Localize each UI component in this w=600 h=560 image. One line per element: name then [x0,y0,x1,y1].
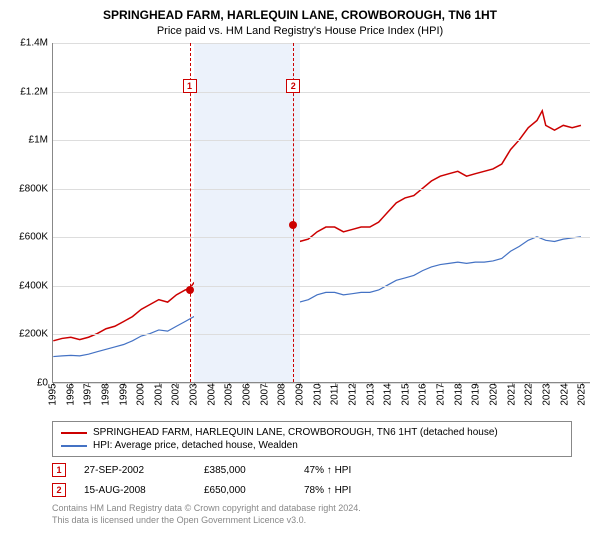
x-axis-label: 2025 [577,383,588,405]
footnote-date: 27-SEP-2002 [84,465,204,476]
x-axis-label: 2006 [242,383,253,405]
attribution-line: Contains HM Land Registry data © Crown c… [52,503,590,515]
x-axis-label: 2004 [206,383,217,405]
x-axis-label: 2000 [136,383,147,405]
x-axis-label: 2005 [224,383,235,405]
x-axis-label: 2023 [541,383,552,405]
legend-item: HPI: Average price, detached house, Weal… [61,439,563,452]
gridline [53,43,590,44]
legend-label: HPI: Average price, detached house, Weal… [93,440,298,451]
footnote-hpi: 47% ↑ HPI [304,465,351,476]
gridline [53,140,590,141]
x-axis-label: 2019 [471,383,482,405]
x-axis-label: 1996 [65,383,76,405]
x-axis-label: 2001 [153,383,164,405]
x-axis-label: 2002 [171,383,182,405]
plot-area: 1995199619971998199920002001200220032004… [52,43,590,383]
marker-line [190,43,191,382]
footnote-price: £385,000 [204,465,304,476]
legend: SPRINGHEAD FARM, HARLEQUIN LANE, CROWBOR… [52,421,572,457]
y-axis-label: £800K [10,183,48,194]
x-axis-label: 1998 [100,383,111,405]
series-hpi [53,237,581,357]
x-axis-label: 2011 [330,384,341,406]
series-property [53,111,581,341]
x-axis-label: 2024 [559,383,570,405]
x-axis-label: 2013 [365,383,376,405]
chart-lines [53,43,590,382]
x-axis-label: 2015 [400,383,411,405]
y-axis-label: £600K [10,232,48,243]
x-axis-label: 1995 [48,383,59,405]
marker-badge: 2 [286,79,300,93]
x-axis-label: 2014 [383,383,394,405]
y-axis-label: £1M [10,135,48,146]
attribution-line: This data is licensed under the Open Gov… [52,515,590,527]
x-axis-label: 2003 [189,383,200,405]
x-axis-label: 2017 [436,383,447,405]
y-axis-label: £200K [10,329,48,340]
x-axis-label: 2020 [488,383,499,405]
gridline [53,286,590,287]
footnote-badge: 2 [52,483,66,497]
gridline [53,92,590,93]
y-axis-label: £1.2M [10,86,48,97]
x-axis-label: 2021 [506,383,517,405]
legend-swatch [61,432,87,434]
footnote-row: 2 15-AUG-2008£650,00078% ↑ HPI [52,483,590,497]
footnote-date: 15-AUG-2008 [84,485,204,496]
footnotes: 1 27-SEP-2002£385,00047% ↑ HPI 2 15-AUG-200… [52,463,590,497]
legend-item: SPRINGHEAD FARM, HARLEQUIN LANE, CROWBOR… [61,426,563,439]
marker-dot [186,286,194,294]
footnote-price: £650,000 [204,485,304,496]
legend-label: SPRINGHEAD FARM, HARLEQUIN LANE, CROWBOR… [93,427,498,438]
x-axis-label: 2009 [294,383,305,405]
footnote-row: 1 27-SEP-2002£385,00047% ↑ HPI [52,463,590,477]
marker-line [293,43,294,382]
footnote-hpi: 78% ↑ HPI [304,485,351,496]
footnote-badge: 1 [52,463,66,477]
chart-title: SPRINGHEAD FARM, HARLEQUIN LANE, CROWBOR… [10,8,590,22]
legend-swatch [61,445,87,447]
x-axis-label: 2018 [453,383,464,405]
x-axis-label: 2012 [347,383,358,405]
x-axis-label: 2008 [277,383,288,405]
x-axis-label: 2007 [259,383,270,405]
attribution: Contains HM Land Registry data © Crown c… [52,503,590,526]
chart-area: £0£200K£400K£600K£800K£1M£1.2M£1.4M 1995… [10,43,590,403]
gridline [53,334,590,335]
y-axis-label: £400K [10,280,48,291]
x-axis-label: 2016 [418,383,429,405]
y-axis-label: £0 [10,378,48,389]
chart-subtitle: Price paid vs. HM Land Registry's House … [10,25,590,37]
x-axis-label: 2022 [524,383,535,405]
shaded-region [194,43,300,382]
y-axis-label: £1.4M [10,38,48,49]
gridline [53,189,590,190]
marker-dot [289,221,297,229]
x-axis-label: 2010 [312,383,323,405]
gridline [53,237,590,238]
x-axis-label: 1999 [118,383,129,405]
x-axis-label: 1997 [83,383,94,405]
marker-badge: 1 [183,79,197,93]
